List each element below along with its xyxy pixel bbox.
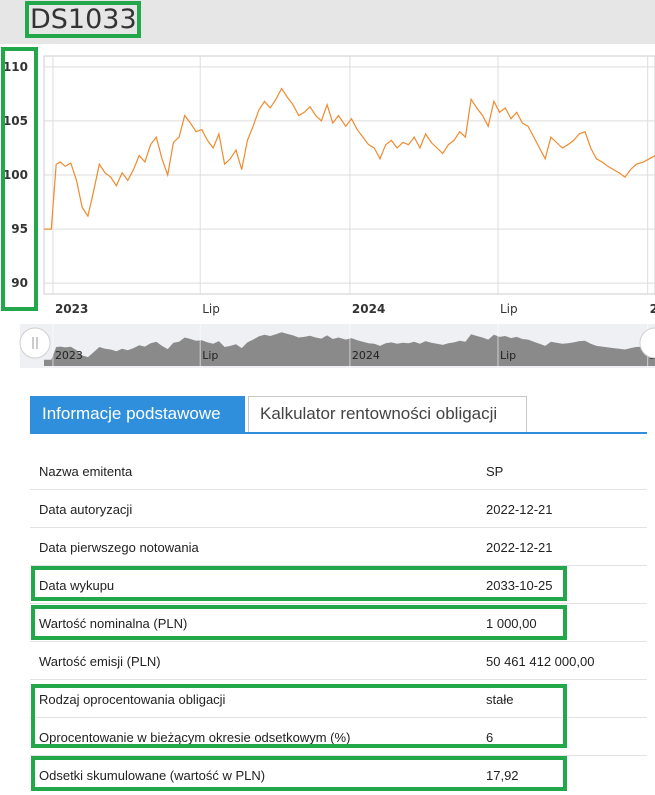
x-tick-label: 2025 xyxy=(650,302,655,316)
y-tick-label: 110 xyxy=(3,60,28,74)
info-label: Data autoryzacji xyxy=(39,502,133,517)
navigator-label: Lip xyxy=(202,349,218,362)
info-value: 2033-10-25 xyxy=(486,578,553,593)
price-chart[interactable]: 90 95 100 105 110 2023 Lip 2024 Lip 2025 2023 Lip… xyxy=(0,44,655,370)
info-row-issuer: Nazwa emitenta SP xyxy=(30,452,647,490)
y-tick-label: 100 xyxy=(3,168,28,182)
x-tick-label: 2024 xyxy=(352,302,385,316)
info-row-authorization-date: Data autoryzacji 2022-12-21 xyxy=(30,490,647,528)
info-row-nominal-value: Wartość nominalna (PLN) 1 000,00 xyxy=(30,604,647,642)
info-row-maturity-date: Data wykupu 2033-10-25 xyxy=(30,566,647,604)
x-tick-label: Lip xyxy=(500,302,518,316)
info-value: 2022-12-21 xyxy=(486,502,553,517)
info-table: Nazwa emitenta SP Data autoryzacji 2022-… xyxy=(30,452,647,794)
info-label: Wartość emisji (PLN) xyxy=(39,654,161,669)
info-row-interest-type: Rodzaj oprocentowania obligacji stałe xyxy=(30,680,647,718)
y-tick-label: 95 xyxy=(11,222,28,236)
tab-bar: Informacje podstawowe Kalkulator rentown… xyxy=(30,396,647,434)
tab-basic-info[interactable]: Informacje podstawowe xyxy=(30,396,245,432)
info-row-issue-value: Wartość emisji (PLN) 50 461 412 000,00 xyxy=(30,642,647,680)
info-value: 2022-12-21 xyxy=(486,540,553,555)
navigator-label: Lip xyxy=(500,349,516,362)
info-label: Rodzaj oprocentowania obligacji xyxy=(39,692,226,707)
navigator-label: 2023 xyxy=(55,349,83,362)
info-label: Nazwa emitenta xyxy=(39,464,133,479)
info-value: 1 000,00 xyxy=(486,616,537,631)
info-row-current-interest-rate: Oprocentowanie w bieżącym okresie odsetk… xyxy=(30,718,647,756)
info-row-first-listing-date: Data pierwszego notowania 2022-12-21 xyxy=(30,528,647,566)
price-series-line xyxy=(44,87,655,230)
info-value: 6 xyxy=(486,730,494,745)
info-label: Wartość nominalna (PLN) xyxy=(39,616,188,631)
info-row-accrued-interest: Odsetki skumulowane (wartość w PLN) 17,9… xyxy=(30,756,647,794)
chart-grid xyxy=(43,55,655,295)
info-label: Oprocentowanie w bieżącym okresie odsetk… xyxy=(39,730,351,745)
info-label: Odsetki skumulowane (wartość w PLN) xyxy=(39,768,266,783)
y-tick-label: 90 xyxy=(11,276,28,290)
page-title: DS1033 xyxy=(30,4,137,35)
info-value: 50 461 412 000,00 xyxy=(486,654,595,669)
y-tick-label: 105 xyxy=(3,114,28,128)
navigator: 2023Lip2024Lip2025 xyxy=(19,324,655,368)
y-axis-ticks: 90 95 100 105 110 xyxy=(3,60,28,290)
x-axis-ticks: 2023 Lip 2024 Lip 2025 xyxy=(55,302,655,316)
tab-yield-calculator[interactable]: Kalkulator rentowności obligacji xyxy=(248,396,527,432)
x-tick-label: Lip xyxy=(202,302,220,316)
x-tick-label: 2023 xyxy=(55,302,88,316)
navigator-label: 2024 xyxy=(352,349,380,362)
info-label: Data wykupu xyxy=(39,578,115,593)
info-value: SP xyxy=(486,464,504,479)
navigator-left-handle[interactable] xyxy=(19,327,51,359)
navigator-right-handle[interactable] xyxy=(639,327,655,359)
info-label: Data pierwszego notowania xyxy=(39,540,199,555)
info-value: 17,92 xyxy=(486,768,519,783)
navigator-labels: 2023Lip2024Lip2025 xyxy=(52,324,655,368)
info-value: stałe xyxy=(486,692,514,707)
